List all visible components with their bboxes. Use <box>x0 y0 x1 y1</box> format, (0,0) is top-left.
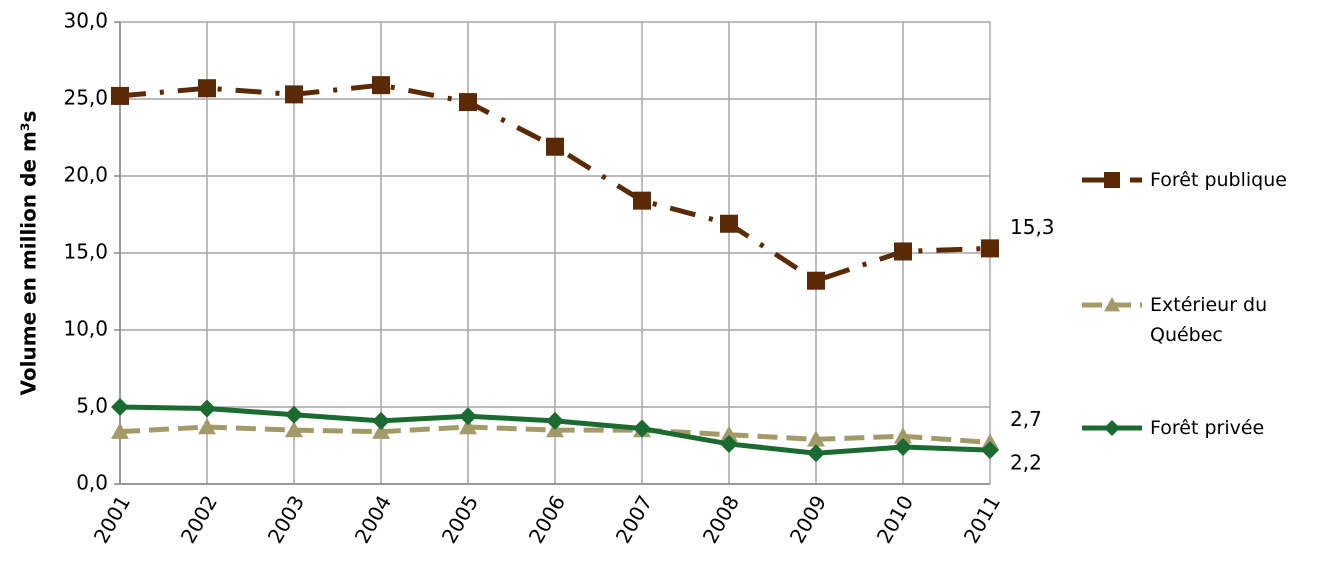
x-tick-label: 2001 <box>89 491 135 547</box>
marker <box>546 137 564 156</box>
x-tick-label: 2010 <box>872 491 918 547</box>
y-tick-label: 30,0 <box>63 9 108 33</box>
x-tick-label: 2006 <box>524 491 570 547</box>
x-tick-label: 2003 <box>263 491 309 547</box>
y-tick-label: 0,0 <box>76 471 108 495</box>
x-tick-label: 2005 <box>437 491 483 547</box>
legend-icon <box>1082 297 1142 312</box>
marker <box>198 79 216 98</box>
marker <box>894 242 912 261</box>
marker <box>198 418 216 435</box>
marker <box>459 407 477 426</box>
marker <box>894 427 912 444</box>
marker <box>111 422 129 439</box>
marker <box>1104 172 1120 188</box>
value-label: 2,7 <box>1010 407 1042 431</box>
legend-icon <box>1082 420 1142 436</box>
marker <box>198 399 216 418</box>
x-tick-label: 2002 <box>176 491 222 547</box>
y-tick-label: 5,0 <box>76 394 108 418</box>
legend-entry: Forêt privée <box>1080 413 1315 443</box>
marker <box>720 425 738 442</box>
marker <box>894 438 912 457</box>
value-label: 15,3 <box>1010 215 1055 239</box>
marker <box>372 76 390 95</box>
marker <box>981 239 999 258</box>
marker <box>807 271 825 290</box>
legend-label: Extérieur du Québec <box>1150 294 1268 346</box>
legend-entry: Extérieur du Québec <box>1080 290 1315 350</box>
marker <box>720 434 738 453</box>
marker <box>807 430 825 447</box>
x-tick-label: 2007 <box>611 491 657 547</box>
value-label: 2,2 <box>1010 451 1042 475</box>
legend-icon <box>1082 172 1142 188</box>
legend-label: Forêt privée <box>1150 417 1265 439</box>
x-tick-label: 2009 <box>785 491 831 547</box>
x-tick-label: 2008 <box>698 491 744 547</box>
y-tick-label: 25,0 <box>63 86 108 110</box>
marker <box>459 418 477 435</box>
marker <box>546 411 564 430</box>
y-axis-title: Volume en million de m³s <box>17 111 41 396</box>
marker <box>1104 297 1120 312</box>
marker <box>285 85 303 104</box>
marker <box>720 214 738 233</box>
marker <box>633 191 651 210</box>
legend-label: Forêt publique <box>1150 169 1287 191</box>
marker <box>372 411 390 430</box>
marker <box>285 421 303 438</box>
marker <box>372 422 390 439</box>
marker <box>633 419 651 438</box>
y-tick-label: 20,0 <box>63 163 108 187</box>
marker <box>1104 420 1120 436</box>
y-tick-label: 10,0 <box>63 317 108 341</box>
x-tick-label: 2004 <box>350 491 396 547</box>
x-tick-label: 2011 <box>959 491 1005 547</box>
marker <box>807 444 825 463</box>
marker <box>111 398 129 416</box>
marker <box>459 93 477 112</box>
y-tick-label: 15,0 <box>63 240 108 264</box>
legend-entry: Forêt publique <box>1080 165 1315 195</box>
marker <box>285 405 303 424</box>
marker <box>111 86 129 105</box>
marker <box>981 441 999 460</box>
